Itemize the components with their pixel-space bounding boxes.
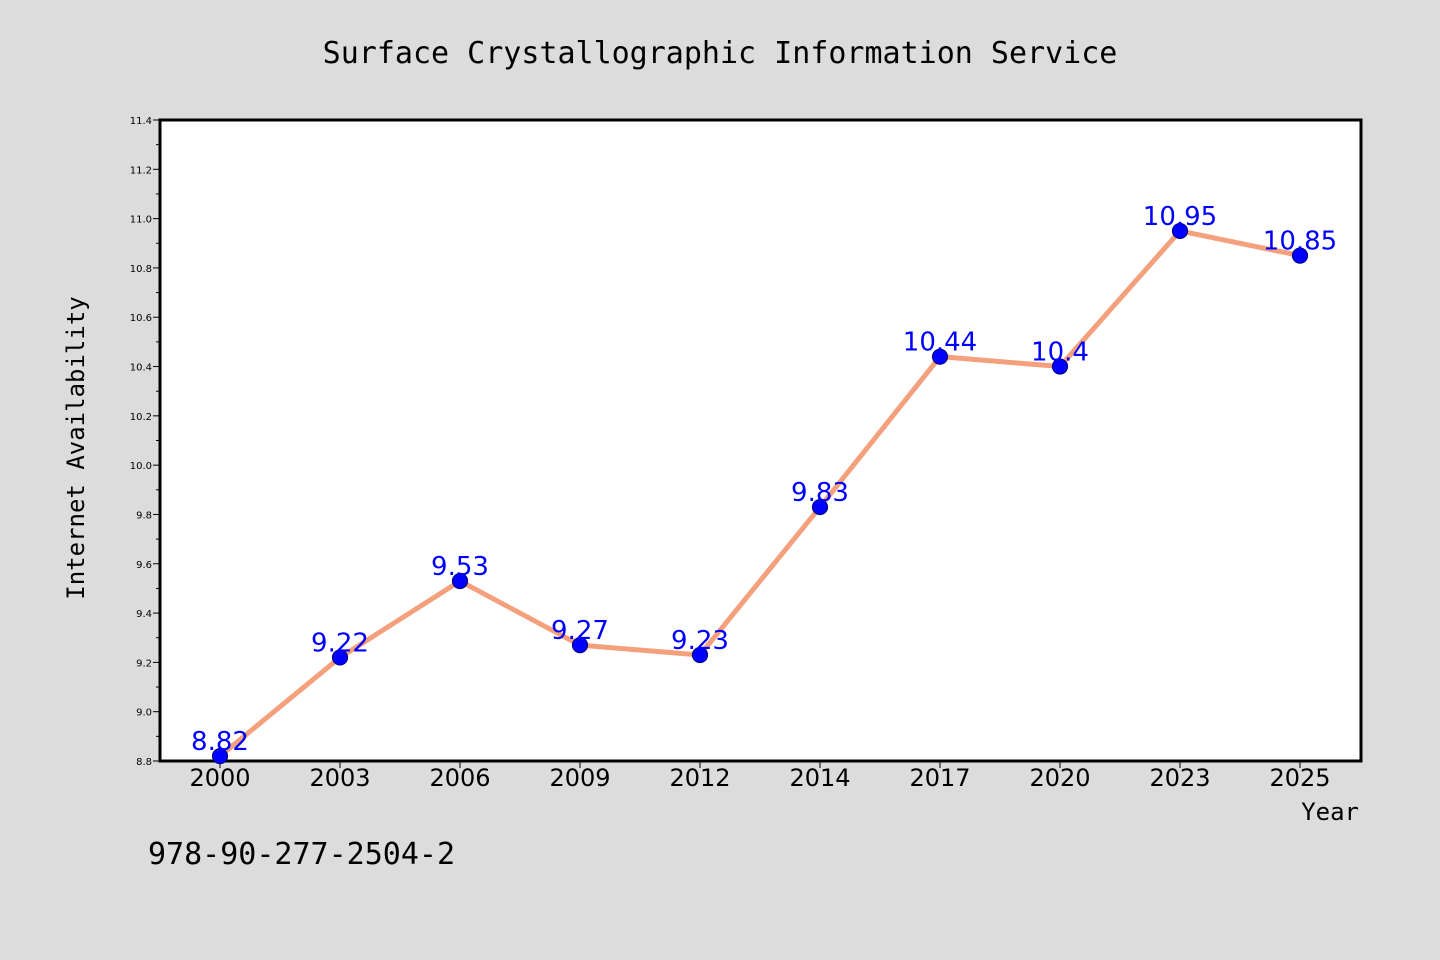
data-point: [931, 348, 949, 365]
data-point: [571, 637, 589, 654]
data-label: 10.95: [1143, 202, 1217, 232]
x-tick-label: 2012: [669, 764, 730, 792]
y-tick-label: 9.0: [136, 708, 152, 719]
series-line: [218, 228, 1301, 759]
x-tick-label: 2017: [909, 764, 970, 792]
data-markers: [211, 222, 1309, 765]
x-tick-label: 2003: [309, 764, 370, 792]
data-point: [1171, 222, 1189, 240]
x-tick-label: 2000: [189, 764, 250, 792]
data-point: [211, 747, 229, 765]
x-tick-label: 2014: [789, 764, 850, 792]
isbn-text: 978-90-277-2504-2: [148, 837, 455, 872]
data-point: [1051, 358, 1069, 375]
y-tick-label: 10.0: [130, 461, 152, 472]
y-tick-label: 10.2: [130, 412, 152, 423]
data-label: 9.23: [671, 626, 729, 656]
data-label: 10.44: [903, 328, 977, 358]
x-axis-title: Year: [1301, 798, 1359, 826]
y-axis-title: Internet Availability: [62, 296, 90, 599]
y-tick-label: 10.4: [130, 363, 152, 374]
data-label: 8.82: [191, 727, 249, 757]
x-tick-label: 2006: [429, 764, 490, 792]
data-point: [451, 572, 469, 590]
y-tick-label: 9.4: [136, 609, 152, 620]
y-axis: 8.8 9.0 9.2 9.4 9.6 9.8 10.0 10.2 10.4 10.6 10.8 11…: [130, 116, 160, 768]
data-label: 9.22: [311, 628, 369, 658]
y-tick-label: 9.8: [136, 510, 152, 521]
y-tick-label: 11.4: [130, 116, 152, 127]
data-label: 9.27: [551, 616, 609, 646]
chart-title: Surface Crystallographic Information Ser…: [323, 36, 1118, 71]
x-tick-label: 2025: [1269, 764, 1330, 792]
x-axis: 2000 2003 2006 2009 2012 2014 2017 2020 2023 2025: [189, 761, 1331, 792]
y-tick-label: 11.0: [130, 215, 152, 226]
data-label: 10.4: [1031, 338, 1089, 368]
y-tick-label: 8.8: [136, 757, 152, 768]
y-tick-label: 9.2: [136, 658, 152, 669]
y-tick-label: 11.2: [130, 165, 152, 176]
y-tick-label: 9.6: [136, 560, 152, 571]
x-tick-label: 2023: [1149, 764, 1210, 792]
data-point: [331, 649, 349, 666]
data-label: 10.85: [1263, 227, 1337, 257]
data-label: 9.53: [431, 552, 489, 582]
plot-area: [158, 118, 1363, 763]
data-point: [691, 646, 709, 664]
data-label: 9.83: [791, 478, 849, 508]
x-tick-label: 2009: [549, 764, 610, 792]
y-tick-label: 10.6: [130, 313, 152, 324]
data-point: [1291, 247, 1309, 264]
y-tick-label: 10.8: [130, 264, 152, 275]
data-point: [811, 498, 829, 516]
x-tick-label: 2020: [1029, 764, 1090, 792]
data-labels: 8.82 9.22 9.53 9.27 9.23 9.83 10.44 10.4 10.95 10…: [191, 202, 1337, 757]
